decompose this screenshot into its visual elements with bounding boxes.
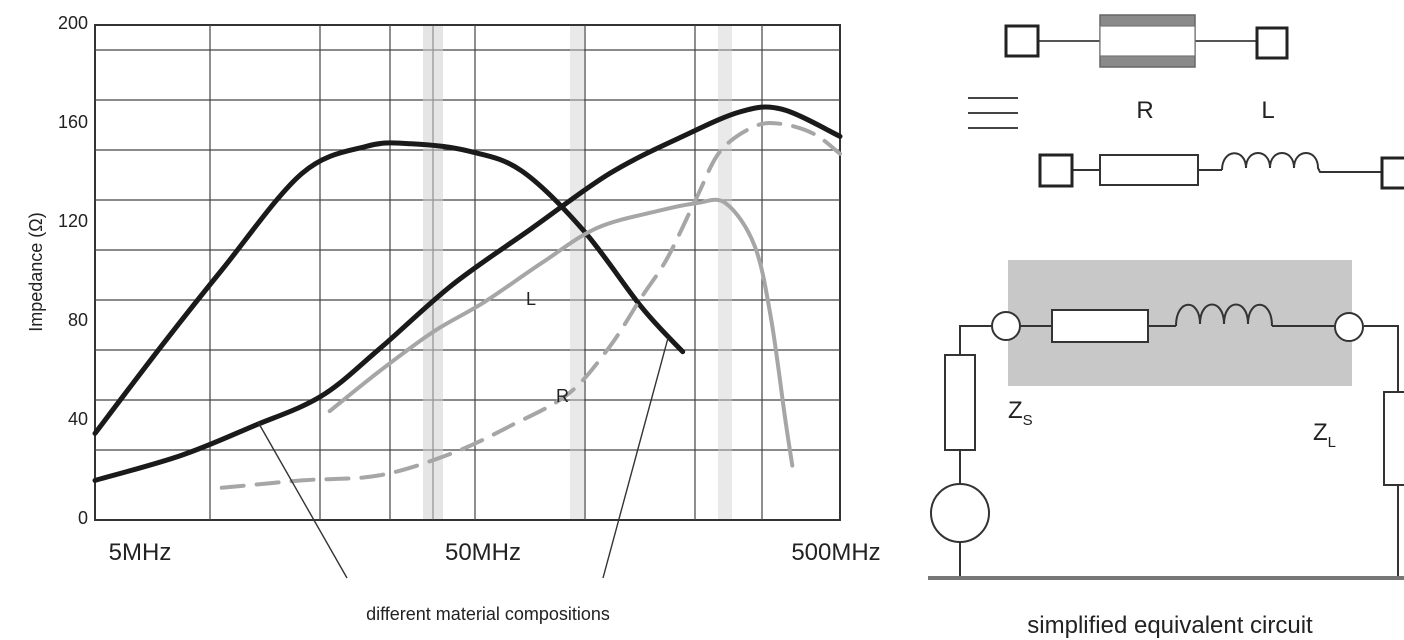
series-line-1 [92,140,686,436]
circuit-wires [959,325,1399,578]
equivalence-sign [968,97,1018,129]
zl-label: ZL [1313,419,1336,451]
y-axis-label: Impedance (Ω) [26,212,46,332]
y-tick-label: 80 [68,310,88,330]
node-left [991,311,1021,341]
terminal-right [1255,26,1289,60]
series-line-3 [327,197,795,468]
grid-shade-band [570,26,584,519]
source-impedance [944,354,976,451]
y-tick-label: 120 [58,211,88,231]
y-tick-label: 160 [58,112,88,132]
grid-shade-band [718,26,732,519]
series-resistor [1051,309,1149,343]
r-label: R [1136,97,1153,124]
series-line-2 [92,104,843,483]
zs-label: ZS [1008,397,1033,429]
resistor-symbol [1099,154,1199,186]
pointer-line-left [257,421,348,579]
annotation-l: L [526,289,536,309]
series-line-4 [219,121,842,490]
annotation-r: R [556,386,569,406]
inductor-symbol [1221,152,1382,173]
voltage-source [930,483,990,543]
y-tick-label: 200 [58,13,88,33]
terminal-left [1004,24,1040,58]
series-layer [92,104,843,490]
x-tick-label: 50MHz [445,539,521,566]
pointer-line-right [602,337,669,579]
equivalent-circuit-diagram: R L ZS [928,14,1404,639]
load-impedance [1383,391,1404,486]
y-tick-label: 0 [78,508,88,528]
model-terminal-left [1038,153,1074,188]
rl-series-model [1072,152,1382,186]
impedance-chart: 0 40 80 120 160 200 5MHz 50MHz 500MHz Impedance… [26,13,881,624]
node-right [1334,312,1364,342]
chart-caption: different material compositions [366,604,610,624]
ferrite-bead-symbol [1004,14,1289,68]
model-terminal-right [1380,156,1404,190]
l-label: L [1261,97,1274,124]
grid-shade-band [423,26,443,519]
plot-area [94,24,841,521]
circuit-caption: simplified equivalent circuit [1027,612,1313,639]
x-tick-label: 5MHz [109,539,172,566]
series-inductor [1175,303,1273,327]
x-tick-label: 500MHz [791,539,880,566]
y-tick-label: 40 [68,409,88,429]
y-axis-tick-labels: 0 40 80 120 160 200 [58,13,88,528]
x-axis-tick-labels: 5MHz 50MHz 500MHz [109,539,881,566]
